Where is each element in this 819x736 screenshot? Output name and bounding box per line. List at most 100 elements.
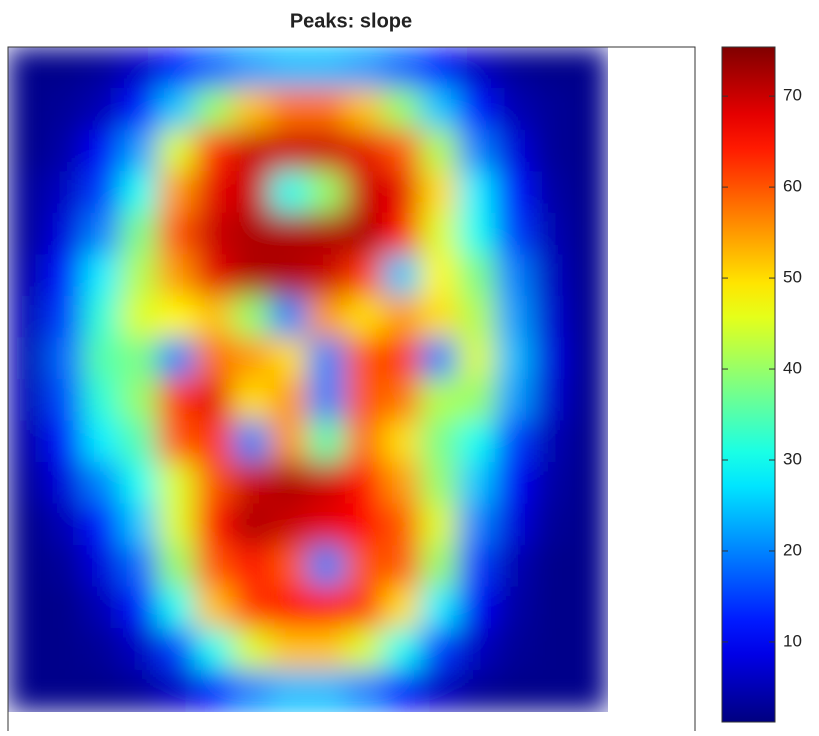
heat-cell — [420, 545, 459, 588]
heat-cell — [570, 628, 608, 671]
heat-cell — [457, 420, 496, 464]
chart-title: Peaks: slope — [290, 10, 412, 32]
heat-cell — [420, 47, 459, 90]
heat-cell — [532, 503, 571, 547]
heat-cell — [307, 129, 346, 173]
heat-cell — [270, 669, 309, 712]
heat-cell — [532, 171, 571, 214]
heat-cell — [82, 47, 121, 90]
heat-cell — [120, 171, 159, 214]
heat-cell — [270, 295, 309, 339]
heat-cell — [457, 503, 496, 547]
heat-cell — [45, 462, 84, 505]
heat-cell — [45, 88, 84, 131]
heat-cell — [45, 171, 84, 214]
heat-cell — [270, 462, 309, 505]
heat-cell — [120, 545, 159, 588]
heat-cell — [345, 669, 384, 712]
colorbar-tick-label: 10 — [783, 631, 802, 650]
heat-cell — [120, 129, 159, 173]
heat-cell — [82, 88, 121, 131]
heat-cell — [570, 47, 608, 90]
heat-cell — [457, 254, 496, 297]
heat-cell — [345, 503, 384, 547]
heat-cell — [532, 212, 571, 256]
heat-cell — [270, 337, 309, 380]
heat-cell — [45, 254, 84, 297]
heat-cell — [345, 47, 384, 90]
heat-cell — [232, 129, 271, 173]
heat-cell — [195, 545, 234, 588]
heat-cell — [8, 503, 46, 547]
heat-cell — [345, 586, 384, 630]
heat-cell — [420, 462, 459, 505]
heat-cell — [82, 628, 121, 671]
heat-cell — [270, 545, 309, 588]
heat-cell — [82, 171, 121, 214]
heat-cell — [345, 628, 384, 671]
heat-cell — [345, 462, 384, 505]
heatmap-image — [8, 47, 608, 712]
heat-cell — [45, 379, 84, 422]
heat-cell — [345, 171, 384, 214]
heat-cell — [8, 254, 46, 297]
heat-cell — [307, 337, 346, 380]
heat-cell — [157, 420, 196, 464]
heat-cell — [195, 88, 234, 131]
heat-cell — [570, 462, 608, 505]
heat-cell — [45, 420, 84, 464]
heat-cell — [157, 379, 196, 422]
heat-cell — [270, 129, 309, 173]
heat-cell — [495, 586, 534, 630]
heat-cell — [120, 586, 159, 630]
heat-cell — [157, 47, 196, 90]
heat-cell — [120, 462, 159, 505]
heat-cell — [270, 254, 309, 297]
heat-cell — [157, 129, 196, 173]
heat-cell — [420, 669, 459, 712]
heat-cell — [307, 669, 346, 712]
heat-cell — [195, 212, 234, 256]
heat-cell — [195, 586, 234, 630]
heat-cell — [382, 379, 421, 422]
heat-cell — [45, 47, 84, 90]
heat-cell — [532, 379, 571, 422]
heat-cell — [120, 88, 159, 131]
heat-cell — [157, 254, 196, 297]
heat-cell — [345, 212, 384, 256]
heat-cell — [495, 503, 534, 547]
heat-cell — [157, 503, 196, 547]
heat-cell — [82, 129, 121, 173]
heat-cell — [195, 295, 234, 339]
heat-cell — [532, 337, 571, 380]
heat-cell — [270, 88, 309, 131]
colorbar — [721, 46, 776, 723]
heat-cell — [345, 379, 384, 422]
heat-cell — [382, 420, 421, 464]
heat-cell — [382, 171, 421, 214]
heat-cell — [232, 295, 271, 339]
heat-cell — [420, 586, 459, 630]
colorbar-tick-label: 20 — [783, 540, 802, 559]
heat-cell — [45, 628, 84, 671]
heat-cell — [195, 129, 234, 173]
heat-cell — [307, 254, 346, 297]
heat-cell — [532, 295, 571, 339]
heat-cell — [195, 420, 234, 464]
heat-cell — [382, 669, 421, 712]
heat-cell — [457, 295, 496, 339]
heat-cell — [8, 379, 46, 422]
heat-cell — [570, 545, 608, 588]
heat-cell — [307, 545, 346, 588]
heat-cell — [495, 545, 534, 588]
heat-cell — [195, 47, 234, 90]
heat-cell — [232, 171, 271, 214]
heat-cell — [82, 337, 121, 380]
heat-cell — [457, 628, 496, 671]
heat-cell — [457, 545, 496, 588]
heat-cell — [232, 420, 271, 464]
heat-cell — [382, 545, 421, 588]
heat-cell — [420, 129, 459, 173]
heat-cell — [570, 420, 608, 464]
